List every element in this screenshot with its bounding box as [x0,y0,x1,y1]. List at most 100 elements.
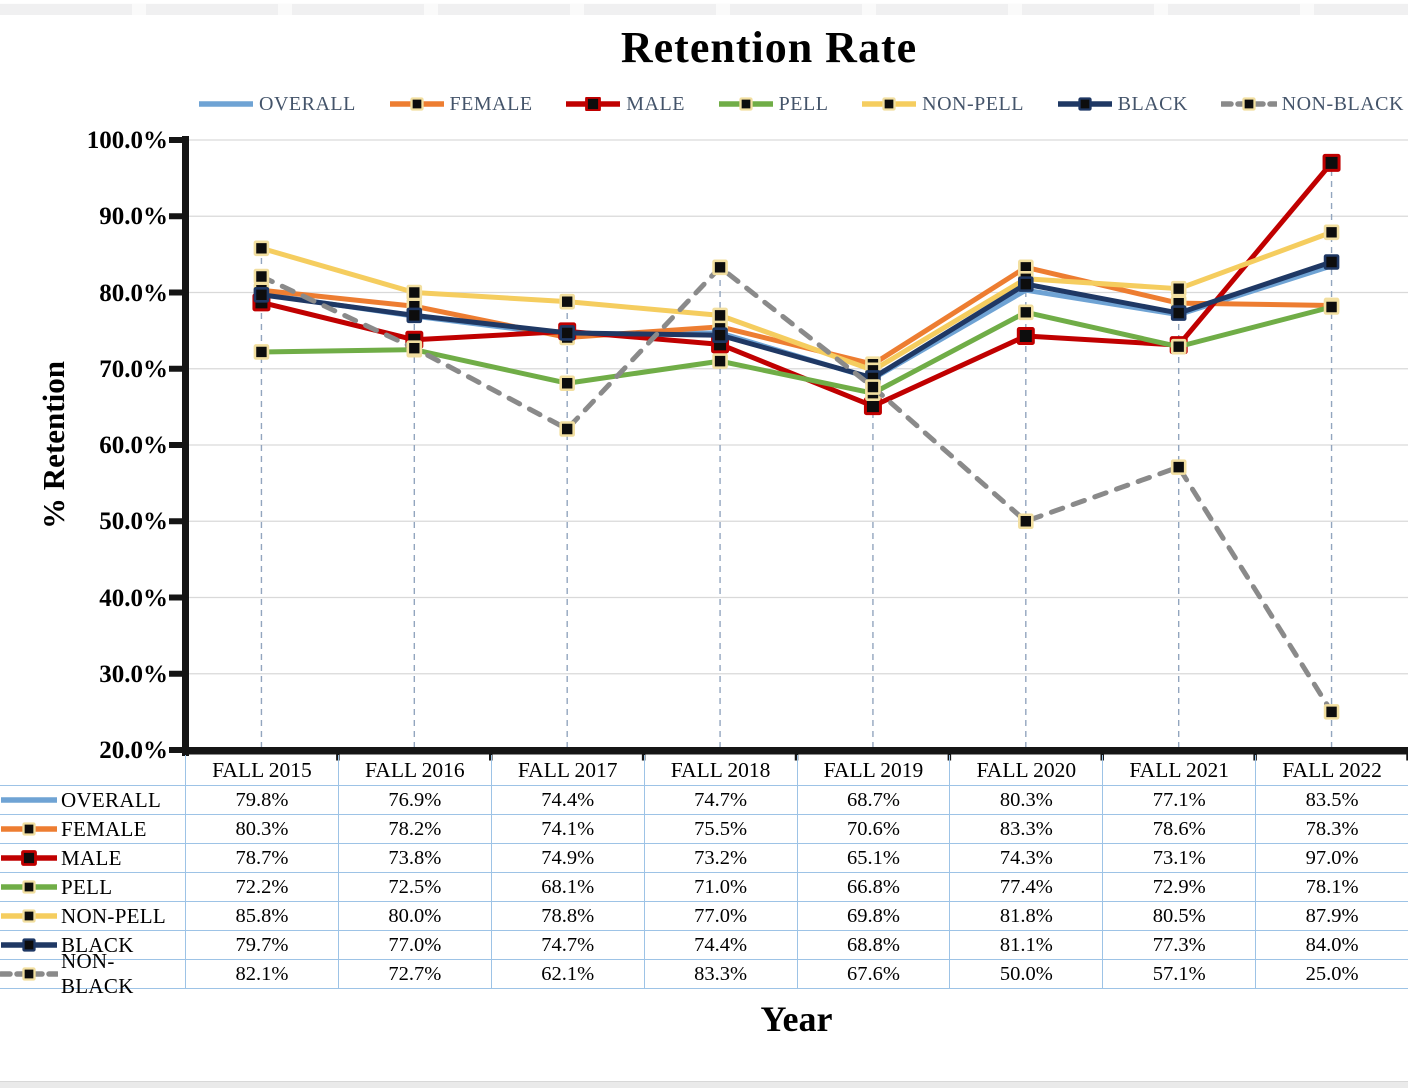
table-value-cell: 82.1% [185,960,338,989]
series-line-female [261,264,1332,367]
table-value-cell: 74.1% [490,815,644,844]
table-header-cell: FALL 2020 [949,755,1103,786]
y-axis-tick [169,213,182,220]
y-axis-line [182,136,189,756]
table-value-cell: 78.7% [185,844,338,873]
table-value-cell: 80.5% [1102,902,1256,931]
legend-key-black-icon [1057,97,1112,111]
table-value-cell: 74.4% [643,931,797,960]
table-value-cell: 85.8% [185,902,338,931]
series-line-non-black [258,264,1335,715]
legend-key-male-icon [1,850,57,866]
legend-key-female-icon [389,97,444,111]
legend-label: OVERALL [259,92,356,115]
table-value-cell: 68.8% [796,931,950,960]
y-axis-tick [169,365,182,372]
data-marker-pell [559,375,575,392]
legend-key-pell-icon [718,97,773,111]
data-marker-non-black [1018,513,1034,530]
legend-key-overall-icon [1,797,57,803]
table-value-cell: 69.8% [796,902,950,931]
legend-label: BLACK [1117,92,1188,115]
y-tick-label: 70.0% [99,355,168,383]
legend-key-overall-icon [199,101,253,107]
table-value-cell: 74.7% [643,786,797,815]
data-marker-non-pell [1323,224,1340,241]
legend-key-male-icon [566,97,621,111]
table-value-cell: 73.2% [643,844,797,873]
table-row-label-non-pell: NON-PELL [0,902,185,931]
legend-key-female-icon [1,822,57,836]
table-value-cell: 74.3% [949,844,1103,873]
y-tick-label: 100.0% [86,127,168,154]
data-marker-non-pell [712,307,728,324]
data-marker-pell [712,353,728,369]
table-value-cell: 74.7% [490,931,644,960]
table-value-cell: 77.3% [1102,931,1256,960]
table-value-cell: 67.6% [796,960,950,989]
chart-title: Retention Rate [620,23,918,72]
table-header-cell: FALL 2018 [643,755,797,786]
table-value-cell: 71.0% [643,873,797,902]
table-value-cell: 25.0% [1255,960,1408,989]
data-marker-non-black [406,340,423,356]
table-row-label-black: BLACK [0,931,185,960]
table-value-cell: 77.4% [949,873,1103,902]
data-marker-pell [1323,299,1340,315]
table-value-cell: 80.3% [949,786,1103,815]
chart-legend: OVERALL FEMALE MALE PELL NON-PELL BLACK NON-BL… [198,88,1404,120]
y-axis-tick [169,670,182,677]
legend-item-pell: PELL [718,93,829,116]
x-axis-line [182,747,1408,755]
table-value-cell: 78.6% [1102,815,1256,844]
legend-item-overall: OVERALL [198,93,356,116]
series-name-label: MALE [61,845,122,870]
series-name-label: PELL [61,874,113,899]
legend-key-pell-icon [1,880,57,894]
table-value-cell: 84.0% [1255,931,1408,960]
table-value-cell: 83.5% [1255,786,1408,815]
table-row-label-non-black: NON-BLACK [0,949,185,998]
table-value-cell: 77.0% [643,902,797,931]
table-header-cell: FALL 2016 [337,755,491,786]
y-tick-label: 90.0% [99,203,168,231]
table-value-cell: 77.1% [1102,786,1256,815]
table-value-cell: 76.9% [337,786,491,815]
data-table: FALL 2015 FALL 2016 FALL 2017 FALL 2018 FALL… [0,755,1408,998]
y-tick-label: 20.0% [99,737,168,764]
table-header-cell: FALL 2021 [1102,755,1256,786]
legend-key-non-black-icon [0,967,58,981]
data-marker-pell [253,344,270,360]
table-row-label-male: MALE [0,844,185,873]
data-marker-non-black [1323,704,1340,720]
legend-item-non-black: NON-BLACK [1220,93,1404,116]
legend-label: PELL [778,92,829,115]
table-header-cell: FALL 2017 [490,755,644,786]
table-row-label-female: FEMALE [0,815,185,844]
legend-item-male: MALE [565,93,685,116]
series-name-label: NON-PELL [61,903,167,928]
table-value-cell: 75.5% [643,815,797,844]
table-value-cell: 68.7% [796,786,950,815]
table-value-cell: 83.3% [643,960,797,989]
data-marker-non-black [1170,459,1187,475]
legend-item-non-pell: NON-PELL [861,93,1024,116]
y-tick-label: 40.0% [99,584,168,612]
data-marker-black [406,307,423,324]
table-value-cell: 70.6% [796,815,950,844]
table-value-cell: 87.9% [1255,902,1408,931]
table-row-label-pell: PELL [0,873,185,902]
data-marker-black [1018,276,1034,292]
legend-key-non-black-icon [1220,97,1277,111]
y-axis-tick [169,518,182,525]
x-axis-title: Year [760,999,833,1039]
data-marker-non-black [559,421,575,437]
y-tick-label: 80.0% [99,279,168,307]
legend-label: NON-PELL [922,92,1024,115]
table-header-cell: FALL 2019 [796,755,950,786]
legend-label: MALE [626,92,685,115]
data-marker-non-black [253,268,270,285]
table-value-cell: 97.0% [1255,844,1408,873]
legend-item-female: FEMALE [389,93,533,116]
legend-label: FEMALE [449,92,533,115]
